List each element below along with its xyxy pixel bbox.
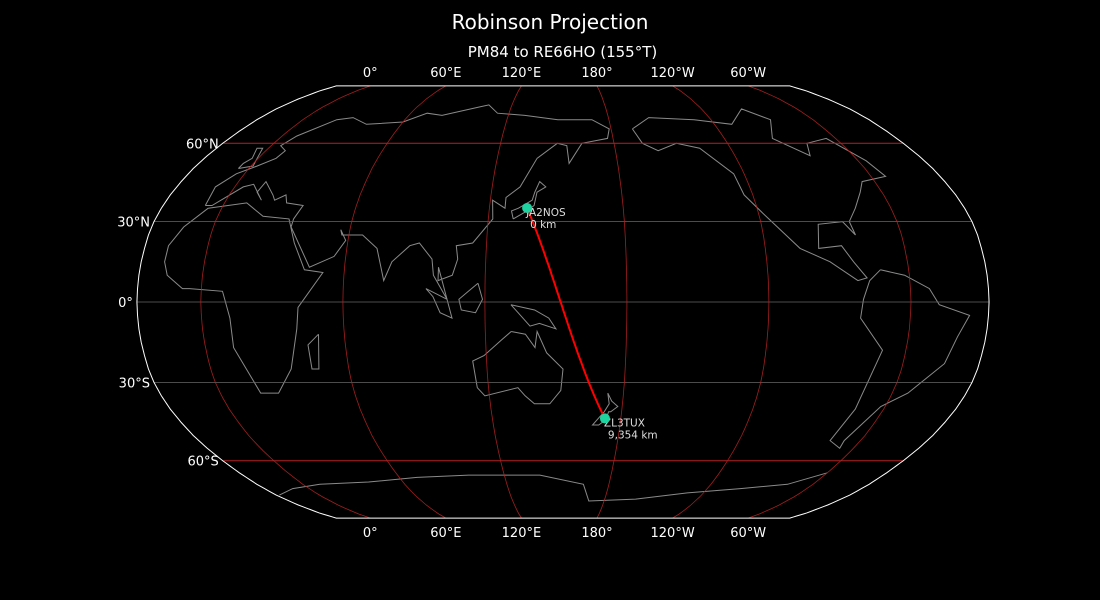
lon-label-bottom: 120°W [651, 526, 695, 541]
coastline-africa [164, 202, 324, 394]
lon-label-top: 0° [363, 66, 378, 81]
coastline-australia [472, 329, 564, 405]
lat-label: 30°N [117, 216, 150, 231]
meridian-180 [596, 85, 628, 519]
meridian-0 [200, 85, 371, 519]
lat-label: 0° [118, 296, 133, 311]
coastline-n-america [631, 108, 887, 282]
station-marker [599, 413, 610, 424]
coastline-borneo [458, 282, 484, 314]
meridian-300 [748, 85, 912, 519]
great-circle-path [526, 207, 606, 419]
lat-label: 60°S [187, 455, 218, 470]
lon-label-top: 120°W [651, 66, 695, 81]
coastline-uk [238, 147, 264, 169]
coastline-new-guinea [510, 304, 558, 330]
map-subtitle: PM84 to RE66HO (155°T) [467, 43, 658, 61]
lat-label: 60°N [186, 137, 219, 152]
coastline-antarctica [279, 472, 828, 502]
station-distance: 9,354 km [608, 429, 658, 441]
lon-label-top: 180° [581, 66, 612, 81]
lon-label-bottom: 60°W [730, 526, 766, 541]
map-title: Robinson Projection [451, 10, 649, 34]
lon-label-bottom: 0° [363, 526, 378, 541]
meridian-240 [672, 85, 770, 519]
station-marker [522, 202, 533, 213]
coastline-eurasia [204, 104, 610, 300]
station-distance: 0 km [530, 219, 556, 231]
map-border [136, 85, 990, 519]
lon-label-bottom: 60°E [430, 526, 461, 541]
station-call: ZL3TUX [604, 417, 645, 429]
meridian-120 [484, 85, 522, 519]
lon-label-bottom: 120°E [502, 526, 542, 541]
lon-label-top: 60°E [430, 66, 461, 81]
coastline-sumatra [425, 288, 453, 319]
coastline-madagascar [307, 333, 320, 370]
lon-label-top: 60°W [730, 66, 766, 81]
station-call: JA2NOS [525, 207, 566, 219]
lat-label: 30°S [119, 376, 150, 391]
coastline-s-america [829, 269, 971, 450]
lon-label-bottom: 180° [581, 526, 612, 541]
meridian-60 [342, 85, 447, 519]
lon-label-top: 120°E [502, 66, 542, 81]
